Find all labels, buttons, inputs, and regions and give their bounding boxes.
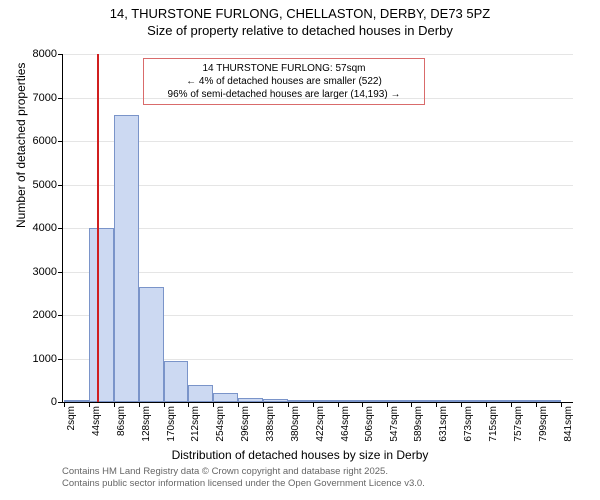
- x-tick-label: 506sqm: [364, 406, 375, 442]
- grid-line: [63, 272, 573, 273]
- histogram-bar: [387, 400, 412, 402]
- x-tick-label: 44sqm: [91, 406, 102, 436]
- x-tick-mark: [238, 402, 239, 407]
- x-tick-label: 170sqm: [166, 406, 177, 442]
- histogram-bar: [338, 400, 363, 402]
- annotation-line: 14 THURSTONE FURLONG: 57sqm: [150, 62, 418, 75]
- x-tick-label: 757sqm: [513, 406, 524, 442]
- chart-container: 14, THURSTONE FURLONG, CHELLASTON, DERBY…: [0, 0, 600, 500]
- y-tick-label: 2000: [33, 309, 63, 321]
- y-tick-label: 0: [51, 396, 63, 408]
- title-block: 14, THURSTONE FURLONG, CHELLASTON, DERBY…: [0, 0, 600, 40]
- y-axis-label: Number of detached properties: [14, 63, 28, 228]
- x-tick-label: 128sqm: [141, 406, 152, 442]
- x-tick-mark: [114, 402, 115, 407]
- histogram-bar: [511, 400, 536, 402]
- x-tick-label: 338sqm: [265, 406, 276, 442]
- grid-line: [63, 185, 573, 186]
- x-tick-mark: [164, 402, 165, 407]
- x-tick-mark: [536, 402, 537, 407]
- histogram-bar: [238, 398, 263, 402]
- histogram-bar: [536, 400, 561, 402]
- x-tick-label: 254sqm: [215, 406, 226, 442]
- x-axis-label: Distribution of detached houses by size …: [0, 448, 600, 462]
- title-line2: Size of property relative to detached ho…: [0, 23, 600, 40]
- y-tick-label: 3000: [33, 266, 63, 278]
- histogram-bar: [188, 385, 213, 402]
- x-tick-mark: [263, 402, 264, 407]
- annotation-line: ← 4% of detached houses are smaller (522…: [150, 75, 418, 88]
- annotation-box: 14 THURSTONE FURLONG: 57sqm← 4% of detac…: [143, 58, 425, 105]
- x-tick-label: 841sqm: [563, 406, 574, 442]
- histogram-bar: [461, 400, 486, 402]
- footer-line2: Contains public sector information licen…: [62, 478, 425, 490]
- x-tick-label: 547sqm: [389, 406, 400, 442]
- histogram-bar: [139, 287, 164, 402]
- x-tick-label: 673sqm: [463, 406, 474, 442]
- footer: Contains HM Land Registry data © Crown c…: [62, 466, 425, 490]
- title-line1: 14, THURSTONE FURLONG, CHELLASTON, DERBY…: [0, 6, 600, 23]
- histogram-bar: [164, 361, 189, 402]
- footer-line1: Contains HM Land Registry data © Crown c…: [62, 466, 425, 478]
- y-tick-label: 7000: [33, 92, 63, 104]
- x-tick-label: 589sqm: [413, 406, 424, 442]
- x-tick-mark: [486, 402, 487, 407]
- x-tick-label: 296sqm: [240, 406, 251, 442]
- x-tick-label: 86sqm: [116, 406, 127, 436]
- histogram-bar: [64, 400, 89, 402]
- y-tick-label: 4000: [33, 222, 63, 234]
- x-tick-label: 464sqm: [340, 406, 351, 442]
- x-tick-mark: [511, 402, 512, 407]
- x-tick-mark: [89, 402, 90, 407]
- histogram-bar: [213, 393, 238, 402]
- x-tick-label: 212sqm: [190, 406, 201, 442]
- histogram-bar: [436, 400, 461, 402]
- x-tick-label: 2sqm: [66, 406, 77, 430]
- histogram-bar: [486, 400, 511, 402]
- grid-line: [63, 54, 573, 55]
- y-tick-label: 6000: [33, 135, 63, 147]
- x-tick-mark: [139, 402, 140, 407]
- grid-line: [63, 141, 573, 142]
- histogram-bar: [263, 399, 288, 402]
- histogram-bar: [288, 400, 313, 402]
- property-marker-line: [97, 54, 99, 402]
- x-tick-label: 631sqm: [438, 406, 449, 442]
- grid-line: [63, 228, 573, 229]
- x-tick-label: 799sqm: [538, 406, 549, 442]
- x-tick-mark: [338, 402, 339, 407]
- x-tick-label: 422sqm: [315, 406, 326, 442]
- y-tick-label: 5000: [33, 179, 63, 191]
- x-tick-mark: [387, 402, 388, 407]
- chart-area: 0100020003000400050006000700080002sqm44s…: [62, 54, 572, 402]
- histogram-bar: [362, 400, 386, 402]
- annotation-line: 96% of semi-detached houses are larger (…: [150, 88, 418, 101]
- y-tick-label: 8000: [33, 48, 63, 60]
- x-tick-mark: [561, 402, 562, 407]
- histogram-bar: [411, 400, 436, 402]
- histogram-bar: [114, 115, 139, 402]
- plot: 0100020003000400050006000700080002sqm44s…: [62, 54, 573, 403]
- y-tick-label: 1000: [33, 353, 63, 365]
- histogram-bar: [313, 400, 338, 402]
- x-tick-label: 380sqm: [290, 406, 301, 442]
- histogram-bar: [89, 228, 114, 402]
- x-tick-mark: [313, 402, 314, 407]
- x-tick-mark: [288, 402, 289, 407]
- x-tick-label: 715sqm: [488, 406, 499, 442]
